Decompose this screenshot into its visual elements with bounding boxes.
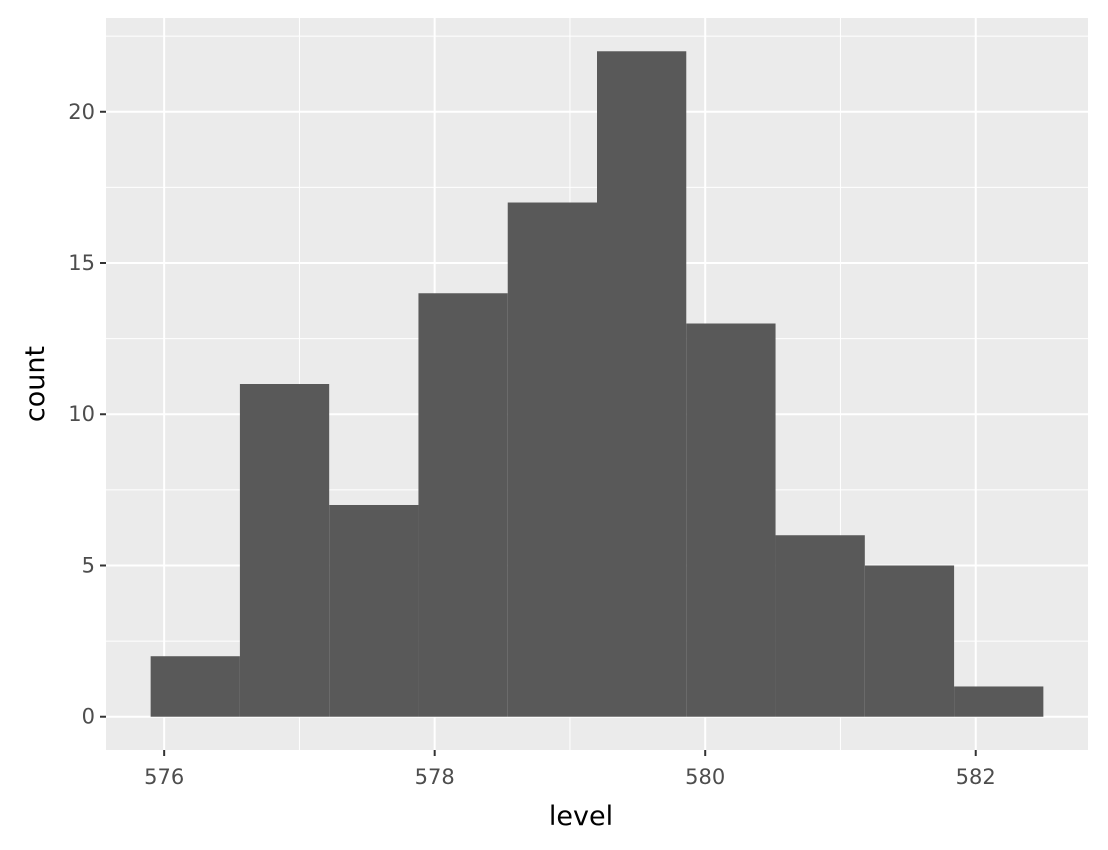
- y-tick-label: 0: [82, 705, 95, 729]
- histogram-bar-3: [418, 293, 508, 717]
- x-tick-label: 582: [956, 765, 996, 789]
- histogram-bars: [150, 51, 1044, 717]
- y-tick-label: 5: [82, 553, 95, 577]
- histogram-bar-4: [507, 202, 597, 717]
- histogram-bar-6: [686, 323, 776, 717]
- histogram-bar-7: [775, 535, 865, 717]
- histogram-bar-1: [239, 384, 330, 717]
- histogram-bar-5: [597, 51, 687, 717]
- y-tick-label: 10: [68, 402, 95, 426]
- histogram-bar-2: [329, 504, 419, 717]
- histogram-bar-0: [150, 656, 240, 717]
- histogram-bar-9: [954, 686, 1044, 717]
- x-tick-label: 580: [685, 765, 725, 789]
- x-axis: 576 578 580 582: [144, 750, 996, 789]
- y-tick-label: 20: [68, 100, 95, 124]
- x-tick-label: 578: [415, 765, 455, 789]
- y-axis: 0 5 10 15 20: [68, 100, 106, 729]
- y-axis-title: count: [20, 346, 51, 422]
- y-tick-label: 15: [68, 251, 95, 275]
- x-axis-title: level: [549, 801, 613, 832]
- histogram-bar-8: [864, 565, 955, 717]
- x-tick-label: 576: [144, 765, 184, 789]
